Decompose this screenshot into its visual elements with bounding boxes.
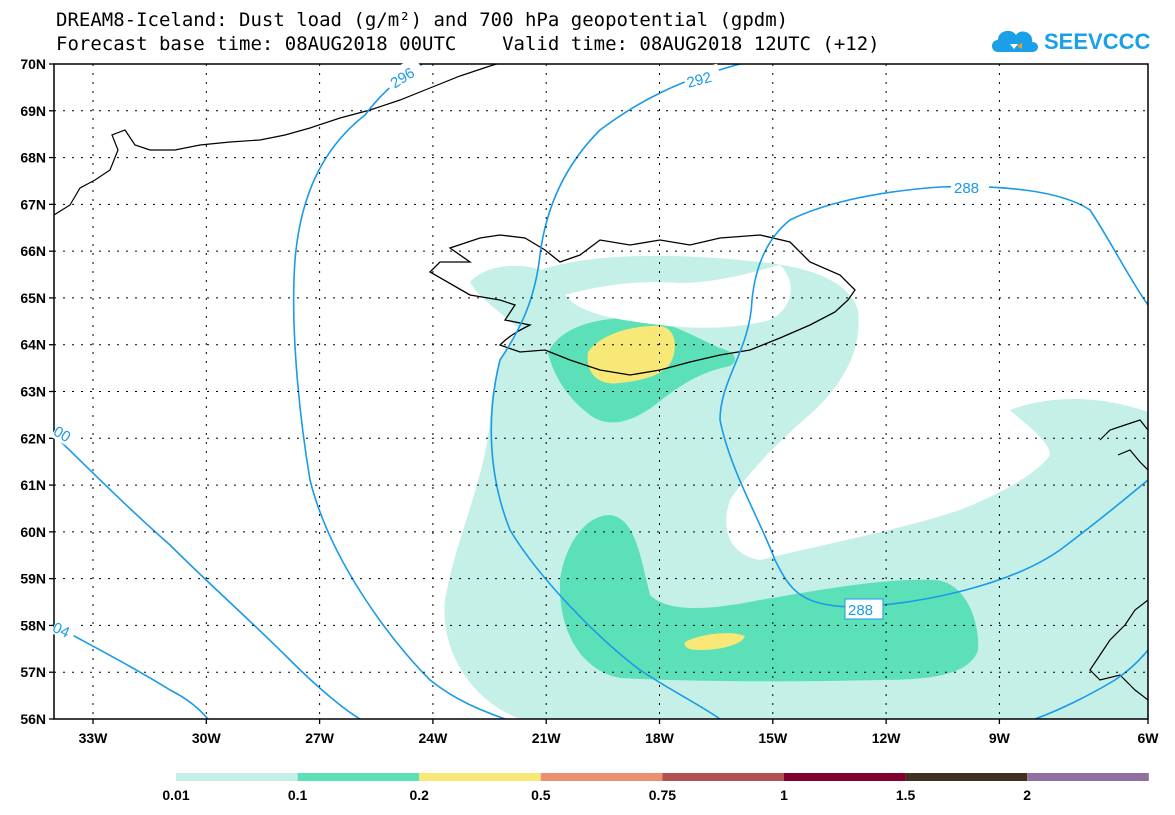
colorbar-swatch [905, 773, 1028, 781]
lon-label: 12W [872, 730, 902, 746]
dust-area-0.2-south [684, 633, 745, 650]
cloud-icon [992, 30, 1038, 52]
colorbar-swatch [662, 773, 784, 781]
colorbar-label: 0.1 [288, 787, 308, 803]
lat-label: 67N [20, 196, 46, 212]
axis-ticks [49, 63, 1149, 724]
lon-label: 27W [305, 730, 335, 746]
colorbar-label: 0.2 [409, 787, 429, 803]
geopotential-contours [54, 64, 1148, 719]
lat-label: 64N [20, 337, 46, 353]
contour-292 [490, 64, 741, 719]
latitude-labels: 70N 69N 68N 67N 66N 65N 64N 63N 62N 61N 60N 59N 58N 5… [20, 56, 46, 727]
lat-label: 63N [20, 384, 46, 400]
lat-label: 58N [20, 617, 46, 633]
lat-label: 57N [20, 664, 46, 680]
lon-label: 9W [989, 730, 1011, 746]
colorbar-label: 0.01 [162, 787, 189, 803]
colorbar-label: 0.5 [531, 787, 551, 803]
lat-label: 61N [20, 477, 46, 493]
greenland-coastline [54, 64, 499, 216]
lat-label: 62N [20, 430, 46, 446]
contour-label-288-north: 288 [954, 180, 979, 197]
lon-label: 21W [532, 730, 562, 746]
title-line-2: Forecast base time: 08AUG2018 00UTC Vali… [56, 33, 880, 55]
lat-label: 69N [20, 103, 46, 119]
dust-area-0.1-south [559, 515, 979, 682]
graticule [54, 64, 1148, 719]
contour-300 [54, 434, 361, 719]
contour-label-288-south: 288 [848, 602, 873, 619]
faroe-coastline [1099, 419, 1148, 471]
colorbar-swatch [1027, 773, 1149, 781]
lat-label: 66N [20, 243, 46, 259]
contour-label-304: 04 [50, 619, 72, 641]
norway-coastline [1089, 599, 1148, 701]
lat-label: 68N [20, 150, 46, 166]
colorbar-swatch [540, 773, 663, 781]
colorbar-label: 0.75 [649, 787, 676, 803]
contour-296 [292, 64, 506, 719]
colorbar-swatch [784, 773, 906, 781]
title-line-1: DREAM8-Iceland: Dust load (g/m²) and 700… [56, 9, 789, 31]
iceland-coastline [428, 234, 856, 376]
lon-label: 15W [758, 730, 788, 746]
lon-label: 30W [192, 730, 222, 746]
lat-label: 70N [20, 56, 46, 72]
lon-label: 33W [79, 730, 109, 746]
lon-label: 6W [1138, 730, 1160, 746]
colorbar-label: 1 [780, 787, 788, 803]
contour-288 [719, 185, 1148, 608]
lat-label: 59N [20, 571, 46, 587]
lon-label: 24W [419, 730, 449, 746]
colorbar-swatch [419, 773, 541, 781]
contour-304 [54, 624, 209, 719]
seevccc-logo: SEEVCCC [990, 22, 1160, 62]
colorbar-label: 2 [1023, 787, 1031, 803]
contour-label-300: 00 [50, 423, 73, 446]
dust-colorbar: 0.01 0.1 0.2 0.5 0.75 1 1.5 2 [162, 773, 1149, 803]
colorbar-label: 1.5 [896, 787, 916, 803]
logo-text: SEEVCCC [1044, 29, 1150, 54]
lat-label: 60N [20, 524, 46, 540]
longitude-labels: 33W 30W 27W 24W 21W 18W 15W 12W 9W 6W [79, 730, 1160, 746]
contour-288-se [1034, 649, 1148, 719]
colorbar-swatch [297, 773, 420, 781]
clear-area [565, 265, 791, 328]
lon-label: 18W [645, 730, 675, 746]
contour-label-292: 292 [685, 69, 714, 92]
colorbar-swatch [176, 773, 298, 781]
lat-label: 65N [20, 290, 46, 306]
dust-area-0.2 [587, 325, 675, 384]
lat-label: 56N [20, 711, 46, 727]
